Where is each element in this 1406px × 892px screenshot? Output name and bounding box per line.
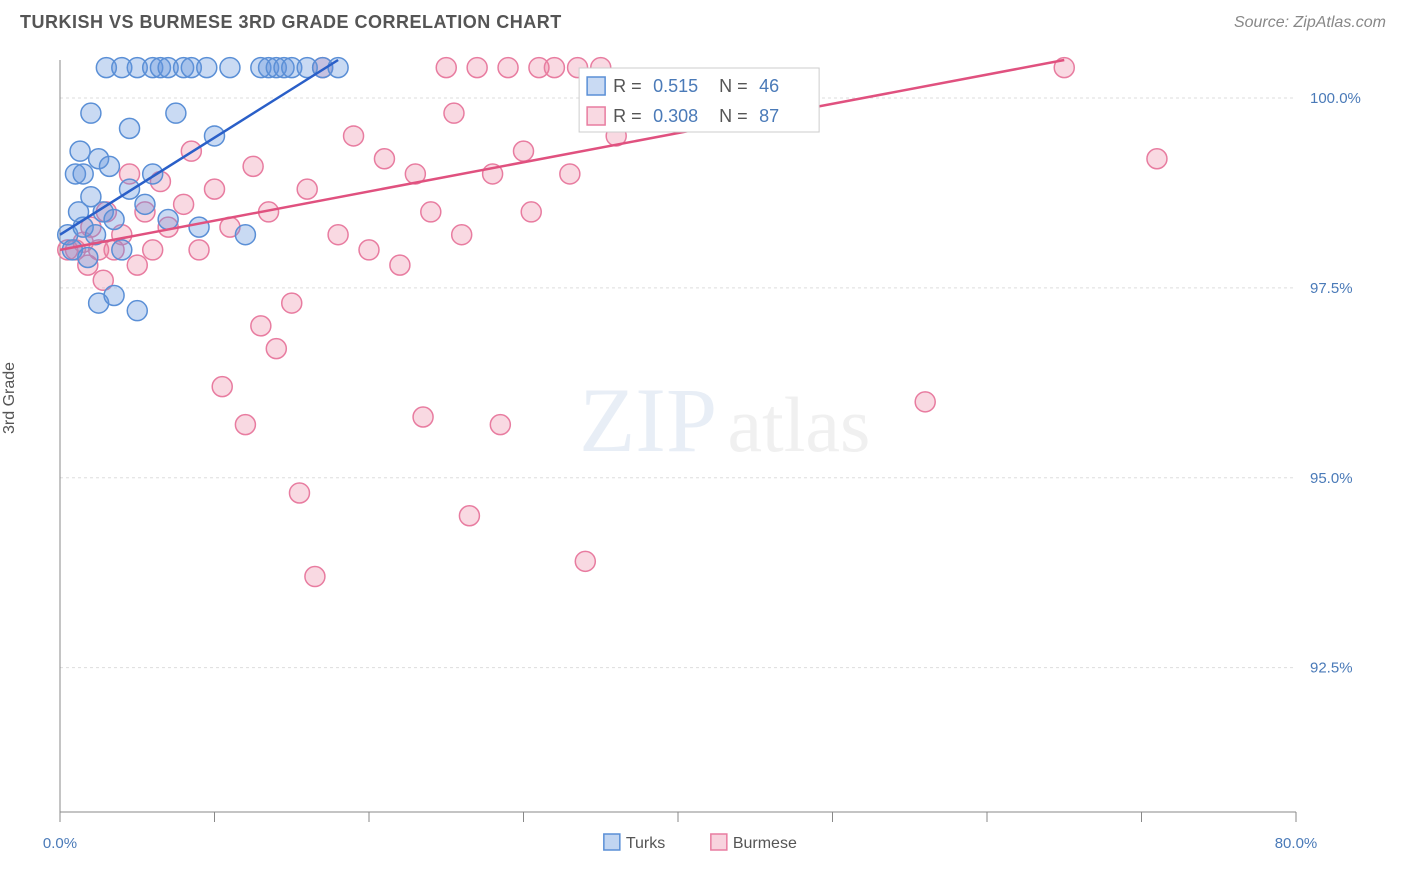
data-point xyxy=(70,141,90,161)
data-point xyxy=(112,240,132,260)
svg-text:N =: N = xyxy=(719,76,748,96)
data-point xyxy=(915,392,935,412)
data-point xyxy=(220,58,240,78)
data-point xyxy=(575,551,595,571)
data-point xyxy=(81,103,101,123)
svg-text:0.308: 0.308 xyxy=(653,106,698,126)
data-point xyxy=(104,210,124,230)
data-point xyxy=(560,164,580,184)
data-point xyxy=(421,202,441,222)
y-axis-label: 3rd Grade xyxy=(1,362,19,434)
data-point xyxy=(436,58,456,78)
data-point xyxy=(328,225,348,245)
data-point xyxy=(452,225,472,245)
data-point xyxy=(521,202,541,222)
data-point xyxy=(544,58,564,78)
data-point xyxy=(99,156,119,176)
data-point xyxy=(189,217,209,237)
svg-text:ZIP: ZIP xyxy=(579,369,717,471)
data-point xyxy=(127,301,147,321)
legend-swatch xyxy=(587,107,605,125)
legend-swatch xyxy=(711,834,727,850)
data-point xyxy=(158,210,178,230)
svg-text:92.5%: 92.5% xyxy=(1310,660,1353,677)
data-point xyxy=(344,126,364,146)
data-point xyxy=(120,118,140,138)
legend-label: Burmese xyxy=(733,835,797,852)
data-point xyxy=(467,58,487,78)
data-point xyxy=(189,240,209,260)
chart-container: 3rd Grade 92.5%95.0%97.5%100.0%0.0%80.0%… xyxy=(20,50,1386,872)
data-point xyxy=(459,506,479,526)
data-point xyxy=(243,156,263,176)
data-point xyxy=(297,179,317,199)
svg-text:atlas: atlas xyxy=(727,381,870,468)
data-point xyxy=(305,567,325,587)
data-point xyxy=(235,415,255,435)
svg-text:100.0%: 100.0% xyxy=(1310,90,1361,107)
data-point xyxy=(514,141,534,161)
legend-swatch xyxy=(604,834,620,850)
svg-text:46: 46 xyxy=(759,76,779,96)
data-point xyxy=(1147,149,1167,169)
svg-text:R =: R = xyxy=(613,106,642,126)
data-point xyxy=(197,58,217,78)
legend-swatch xyxy=(587,77,605,95)
data-point xyxy=(205,179,225,199)
header: TURKISH VS BURMESE 3RD GRADE CORRELATION… xyxy=(0,0,1406,41)
svg-text:0.515: 0.515 xyxy=(653,76,698,96)
trend-line xyxy=(60,60,1064,250)
data-point xyxy=(413,407,433,427)
svg-text:N =: N = xyxy=(719,106,748,126)
data-point xyxy=(266,339,286,359)
data-point xyxy=(498,58,518,78)
data-point xyxy=(127,255,147,275)
svg-text:R =: R = xyxy=(613,76,642,96)
data-point xyxy=(212,377,232,397)
legend-label: Turks xyxy=(626,835,665,852)
data-point xyxy=(374,149,394,169)
scatter-chart: 92.5% 95.0% 97.5% 100.0% 0.0% 80.0% ZIPatlas R … xyxy=(20,50,1386,872)
data-point xyxy=(78,247,98,267)
data-point xyxy=(444,103,464,123)
data-point xyxy=(282,293,302,313)
source-label: Source: ZipAtlas.com xyxy=(1234,14,1386,32)
svg-text:97.5%: 97.5% xyxy=(1310,280,1353,297)
trend-line xyxy=(60,60,338,235)
svg-text:87: 87 xyxy=(759,106,779,126)
svg-text:80.0%: 80.0% xyxy=(1275,835,1318,852)
chart-title: TURKISH VS BURMESE 3RD GRADE CORRELATION… xyxy=(20,12,562,33)
data-point xyxy=(135,194,155,214)
data-point xyxy=(251,316,271,336)
data-point xyxy=(166,103,186,123)
data-point xyxy=(490,415,510,435)
data-point xyxy=(390,255,410,275)
data-point xyxy=(143,240,163,260)
data-point xyxy=(235,225,255,245)
svg-text:0.0%: 0.0% xyxy=(43,835,77,852)
data-point xyxy=(359,240,379,260)
data-point xyxy=(289,483,309,503)
svg-text:95.0%: 95.0% xyxy=(1310,470,1353,487)
data-point xyxy=(104,285,124,305)
data-point xyxy=(174,194,194,214)
data-point xyxy=(73,164,93,184)
